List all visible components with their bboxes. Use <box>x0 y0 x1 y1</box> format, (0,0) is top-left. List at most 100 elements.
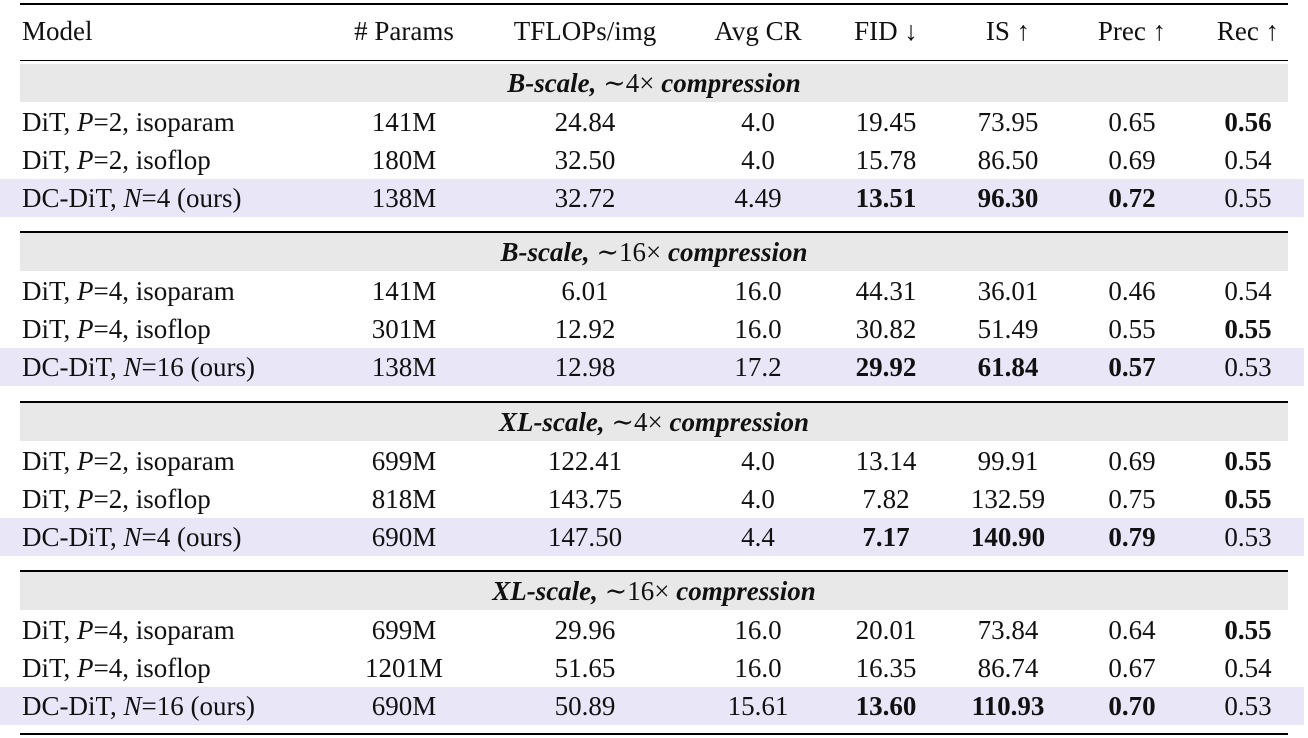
cell-fid: 29.92 <box>855 352 917 382</box>
header-model: Model <box>22 16 93 46</box>
model-variable: P <box>77 446 94 476</box>
cell-avg-cr: 15.61 <box>727 691 789 721</box>
model-prefix: DC-DiT, <box>22 352 124 382</box>
cell-model: DiT, P=4, isoflop <box>22 310 211 348</box>
cell-params: 1201M <box>364 653 444 683</box>
cell-model: DC-DiT, N=16 (ours) <box>22 687 255 725</box>
model-suffix: , isoflop <box>122 145 211 175</box>
section-ratio: ∼4× <box>603 68 655 98</box>
model-suffix: , isoflop <box>122 653 211 683</box>
cell-params: 690M <box>371 522 437 552</box>
section-word: compression <box>668 237 808 267</box>
section-word: compression <box>661 68 801 98</box>
model-suffix: (ours) <box>183 352 255 382</box>
cell-model: DC-DiT, N=4 (ours) <box>22 518 241 556</box>
header-rec: Rec ↑ <box>1216 16 1280 46</box>
cell-avg-cr: 16.0 <box>734 615 782 645</box>
cell-is: 99.91 <box>977 446 1039 476</box>
cell-rec: 0.54 <box>1224 653 1272 683</box>
section-band <box>20 64 1288 102</box>
model-variable: P <box>77 145 94 175</box>
section-rule <box>20 231 1288 233</box>
section-word: compression <box>676 576 816 606</box>
cell-prec: 0.65 <box>1108 107 1156 137</box>
cell-is: 96.30 <box>977 183 1039 213</box>
model-value: =4 <box>93 653 123 683</box>
bottom-rule <box>20 733 1288 735</box>
table-row: DiT, P=2, isoparam 699M 122.41 4.0 13.14 99.9… <box>0 442 1308 480</box>
cell-rec: 0.54 <box>1224 276 1272 306</box>
cell-fid: 13.60 <box>855 691 917 721</box>
model-variable: N <box>123 522 142 552</box>
table-row: DiT, P=2, isoparam 141M 24.84 4.0 19.45 73.95… <box>0 103 1308 141</box>
cell-tflops: 6.01 <box>561 276 609 306</box>
cell-prec: 0.79 <box>1108 522 1156 552</box>
cell-model: DiT, P=2, isoparam <box>22 103 235 141</box>
cell-model: DiT, P=2, isoflop <box>22 480 211 518</box>
model-prefix: DiT, <box>22 615 77 645</box>
cell-rec: 0.55 <box>1224 446 1272 476</box>
cell-avg-cr: 4.0 <box>741 484 775 514</box>
model-variable: P <box>77 484 94 514</box>
model-suffix: , isoparam <box>122 446 235 476</box>
cell-params: 138M <box>371 352 437 382</box>
model-suffix: , isoparam <box>122 276 235 306</box>
cell-params: 699M <box>371 615 437 645</box>
table-row-ours: DC-DiT, N=4 (ours) 138M 32.72 4.49 13.51 96.3… <box>0 179 1304 217</box>
cell-is: 132.59 <box>970 484 1046 514</box>
cell-is: 36.01 <box>977 276 1039 306</box>
header-params: # Params <box>354 16 454 46</box>
cell-prec: 0.72 <box>1108 183 1156 213</box>
model-prefix: DC-DiT, <box>22 522 124 552</box>
section-scale: B-scale, <box>507 68 597 98</box>
cell-is: 61.84 <box>977 352 1039 382</box>
model-value: =4 <box>93 276 123 306</box>
header-prec: Prec ↑ <box>1097 16 1167 46</box>
cell-prec: 0.69 <box>1108 446 1156 476</box>
section-band <box>20 572 1288 610</box>
model-variable: N <box>123 352 142 382</box>
cell-is: 110.93 <box>971 691 1045 721</box>
header-fid: FID ↓ <box>854 16 918 46</box>
model-value: =4 <box>141 183 171 213</box>
section-ratio: ∼16× <box>604 576 670 606</box>
cell-fid: 7.17 <box>862 522 910 552</box>
cell-tflops: 32.72 <box>554 183 616 213</box>
cell-model: DC-DiT, N=4 (ours) <box>22 179 241 217</box>
cell-params: 138M <box>371 183 437 213</box>
cell-rec: 0.55 <box>1224 484 1272 514</box>
cell-is: 51.49 <box>977 314 1039 344</box>
cell-params: 180M <box>371 145 437 175</box>
header-row: Model # Params TFLOPs/img Avg CR FID ↓ I… <box>0 3 1308 59</box>
cell-fid: 44.31 <box>855 276 917 306</box>
header-avg-cr: Avg CR <box>714 16 802 46</box>
model-value: =16 <box>141 352 184 382</box>
top-rule <box>20 3 1288 5</box>
section-ratio: ∼16× <box>596 237 662 267</box>
cell-tflops: 122.41 <box>547 446 623 476</box>
cell-rec: 0.55 <box>1224 314 1272 344</box>
cell-model: DiT, P=4, isoparam <box>22 272 235 310</box>
cell-tflops: 143.75 <box>547 484 623 514</box>
cell-is: 140.90 <box>970 522 1046 552</box>
cell-fid: 7.82 <box>862 484 910 514</box>
section-title: B-scale, ∼4× compression <box>20 64 1288 102</box>
cell-tflops: 32.50 <box>554 145 616 175</box>
model-variable: P <box>77 615 94 645</box>
cell-tflops: 12.98 <box>554 352 616 382</box>
cell-is: 73.84 <box>977 615 1039 645</box>
cell-model: DC-DiT, N=16 (ours) <box>22 348 255 386</box>
model-prefix: DiT, <box>22 276 77 306</box>
cell-avg-cr: 4.0 <box>741 446 775 476</box>
model-value: =2 <box>93 484 123 514</box>
cell-rec: 0.54 <box>1224 145 1272 175</box>
section-band <box>20 403 1288 441</box>
model-variable: N <box>123 691 142 721</box>
model-prefix: DC-DiT, <box>22 691 124 721</box>
model-variable: P <box>77 276 94 306</box>
model-value: =4 <box>93 615 123 645</box>
cell-rec: 0.53 <box>1224 352 1272 382</box>
model-suffix: , isoparam <box>122 107 235 137</box>
model-variable: N <box>123 183 142 213</box>
cell-rec: 0.56 <box>1224 107 1272 137</box>
